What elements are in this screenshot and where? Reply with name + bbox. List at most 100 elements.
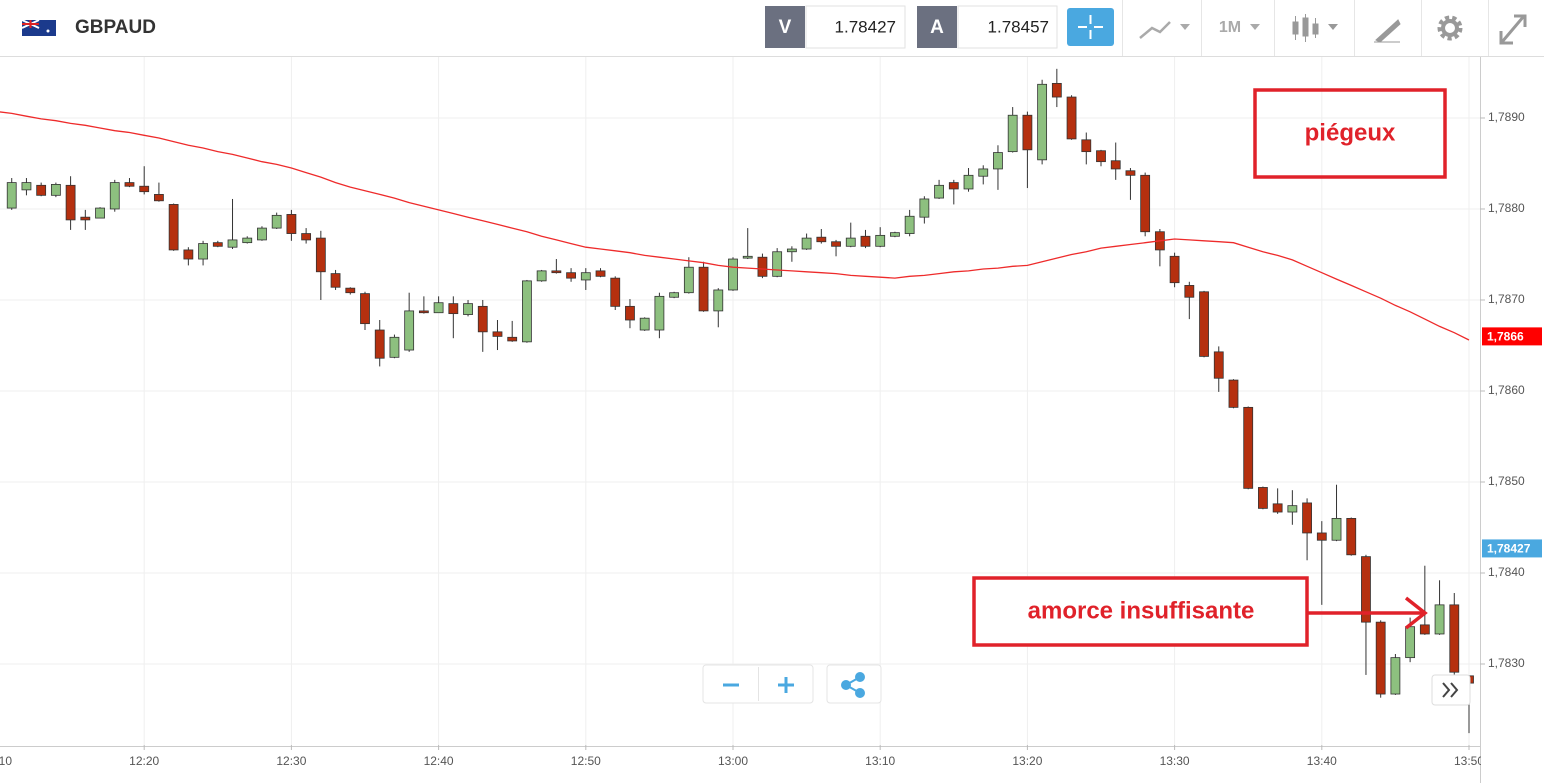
flag-icon	[21, 19, 56, 36]
plot-area	[0, 68, 1474, 734]
candle-body	[993, 152, 1003, 170]
candle-body	[1449, 604, 1460, 673]
candle-body	[1213, 351, 1224, 379]
candle-body	[1037, 83, 1048, 161]
price-tag-label: 1,78427	[1487, 542, 1531, 556]
y-tick-label: 1,7880	[1488, 201, 1525, 215]
candle-body	[463, 303, 473, 315]
y-tick-label: 1,7850	[1488, 474, 1525, 488]
candle-body	[1125, 170, 1136, 176]
candle-body	[1022, 114, 1033, 151]
candle-body	[139, 185, 150, 193]
candle-body	[536, 270, 547, 282]
candle-body	[801, 237, 812, 250]
candle-body	[522, 280, 532, 343]
candle-body	[448, 303, 459, 315]
candle-body	[1434, 604, 1445, 635]
candle-body	[566, 272, 576, 279]
x-tick-label: 13:40	[1307, 754, 1337, 768]
candle-body	[669, 292, 680, 298]
candle-body	[21, 182, 32, 191]
ask-button[interactable]	[917, 6, 957, 48]
x-tick-label: 12:50	[571, 754, 601, 768]
candle-body	[65, 184, 76, 221]
x-tick-label: 13:10	[865, 754, 895, 768]
ask-label: A	[930, 17, 944, 38]
ask-price: 1.78457	[988, 17, 1049, 36]
candle-body	[6, 182, 17, 209]
candle-body	[786, 248, 797, 253]
x-tick-label: 12:40	[424, 754, 454, 768]
scroll-end-button[interactable]	[1431, 674, 1471, 706]
candle-body	[934, 184, 944, 199]
candle-body	[389, 336, 400, 358]
candle-body	[890, 232, 900, 237]
candle-body	[1331, 517, 1342, 541]
zoom-in[interactable]	[778, 677, 794, 693]
candle-body	[1258, 487, 1268, 509]
candle-body	[1066, 96, 1077, 140]
candle-body	[433, 302, 444, 314]
y-tick-label: 1,7840	[1488, 565, 1525, 579]
chart-type-button[interactable]	[1139, 21, 1190, 39]
candle-body	[1272, 503, 1283, 513]
y-tick-label: 1,7870	[1488, 292, 1525, 306]
annotation: amorce insuffisante	[1028, 597, 1255, 624]
price-tag	[1482, 539, 1542, 558]
x-tick-label: 13:30	[1160, 754, 1190, 768]
candle-body	[639, 317, 650, 331]
settings-button[interactable]	[1437, 15, 1463, 41]
candle-body	[345, 287, 356, 294]
x-tick-label: 12:20	[129, 754, 159, 768]
candle-body	[477, 305, 488, 333]
candle-body	[816, 236, 827, 243]
candle-body	[315, 237, 326, 273]
candle-body	[978, 168, 989, 177]
y-tick-label: 1,7860	[1488, 383, 1525, 397]
crosshair-button[interactable]	[1067, 8, 1114, 46]
candle-body	[109, 182, 120, 210]
price-tag-label: 1,7866	[1487, 330, 1524, 344]
candle-body	[168, 204, 179, 251]
candle-body	[625, 305, 635, 321]
fullscreen-button[interactable]	[1499, 14, 1527, 45]
candle-body	[683, 266, 694, 294]
candle-body	[1228, 379, 1239, 408]
axis: 1,7830 1,7840 1,7850 1,7860 1,7870 1,7880 1,78…	[0, 110, 1544, 783]
candle-body	[1110, 160, 1121, 170]
bid-label: V	[779, 17, 792, 38]
timeframe-arrow	[1250, 24, 1260, 30]
y-axis-panel	[1480, 57, 1544, 783]
candle-body	[1375, 621, 1386, 695]
x-tick-label: 12:30	[276, 754, 306, 768]
timeframe[interactable]: 1M	[1219, 19, 1241, 36]
candle-body	[36, 184, 47, 196]
candle-body	[1302, 502, 1312, 534]
candle-body	[154, 194, 164, 202]
candles-button[interactable]	[1292, 14, 1338, 42]
y-tick-label: 1,7890	[1488, 110, 1525, 124]
candle-body	[831, 241, 841, 247]
price-tag	[1482, 327, 1542, 346]
x-tick-label: 12:10	[0, 754, 12, 768]
annotation-arrow	[1308, 596, 1428, 630]
candle-body	[1405, 626, 1416, 659]
candle-body	[242, 237, 253, 244]
candle-body	[271, 214, 282, 229]
bid-box	[805, 5, 906, 49]
candle-body	[845, 237, 856, 247]
x-tick-label: 13:50	[1454, 754, 1484, 768]
candle-body	[1199, 291, 1209, 357]
candle-body	[757, 256, 768, 277]
annotation-box	[1253, 88, 1447, 179]
candle-body	[1184, 285, 1195, 298]
draw-button[interactable]	[1374, 19, 1401, 43]
candle-body	[330, 273, 341, 288]
candle-body	[919, 198, 930, 218]
candle-body	[772, 251, 783, 277]
bid-button[interactable]	[765, 6, 805, 48]
share-button[interactable]	[841, 672, 865, 698]
candle-body	[1140, 174, 1151, 233]
